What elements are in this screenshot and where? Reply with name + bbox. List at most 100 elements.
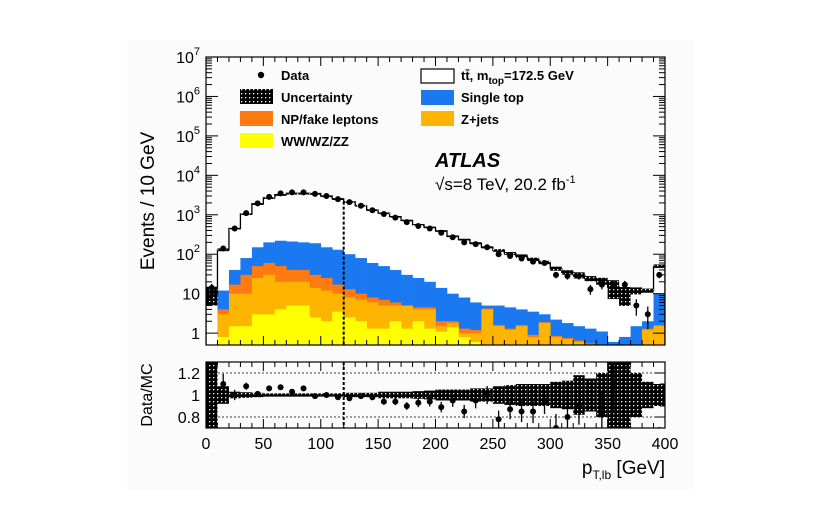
data-point	[472, 241, 479, 248]
x-tick-label: 150	[365, 436, 392, 453]
bar-zjets	[504, 330, 517, 345]
bar-ttbar	[538, 262, 551, 345]
data-point	[243, 210, 250, 217]
ratio-uncertainty-band	[458, 389, 470, 401]
bar-single-top	[630, 326, 643, 345]
bar-single-top	[469, 302, 482, 345]
data-point	[644, 311, 651, 318]
ratio-point	[323, 392, 330, 398]
bar-single-top	[653, 293, 665, 345]
bar-zjets	[320, 290, 333, 345]
data-point	[334, 196, 341, 203]
bar-diboson	[263, 314, 276, 345]
x-tick-label: 100	[307, 436, 334, 453]
ratio-uncertainty-band	[561, 380, 574, 410]
data-point	[426, 225, 433, 232]
bar-zjets	[228, 293, 241, 345]
bar-zjets	[573, 341, 585, 345]
bar-ttbar	[619, 294, 631, 345]
data-point	[575, 273, 582, 280]
atlas-label: ATLAS	[434, 150, 501, 172]
legend-uncertainty-label: Uncertainty	[281, 90, 353, 105]
x-tick-label: 350	[594, 436, 621, 453]
ratio-point	[277, 384, 284, 391]
ratio-point	[346, 395, 353, 402]
bar-zjets	[469, 333, 482, 345]
ratio-uncertainty-band	[274, 393, 287, 397]
ratio-uncertainty-band	[550, 381, 562, 409]
bar-diboson	[378, 328, 390, 345]
y-tick-label: 102	[176, 243, 200, 264]
x-tick-label: 250	[480, 436, 507, 453]
ratio-point	[289, 388, 296, 395]
bar-diboson	[366, 328, 379, 345]
legend-single-top-label: Single top	[461, 90, 524, 105]
ratio-point	[610, 381, 617, 387]
main-plot-area	[206, 189, 665, 345]
data-point	[369, 207, 376, 214]
uncertainty-band	[607, 280, 620, 300]
data-point	[220, 245, 227, 252]
ratio-point	[300, 385, 307, 392]
bar-single-top	[446, 293, 459, 345]
bar-diboson	[286, 305, 299, 345]
bar-zjets	[263, 274, 276, 345]
bar-ttbar	[458, 239, 471, 345]
energy-lumi-label: √s=8 TeV, 20.2 fb-1	[435, 174, 576, 194]
bar-ttbar	[561, 272, 574, 345]
ratio-point	[438, 404, 445, 411]
legend-uncertainty-swatch	[240, 89, 273, 104]
legend-zjets-swatch	[421, 111, 454, 126]
bar-ttbar	[584, 278, 597, 345]
bar-single-top	[458, 297, 471, 345]
ratio-point	[243, 383, 250, 390]
data-point	[380, 210, 387, 217]
bar-zjets	[538, 323, 551, 345]
y-tick-label: 10	[182, 287, 200, 304]
ratio-point	[484, 392, 491, 398]
x-tick-label: 300	[537, 436, 564, 453]
bar-single-top	[596, 331, 608, 345]
data-point	[392, 214, 399, 221]
data-point	[312, 190, 319, 197]
y-tick-label: 1	[191, 326, 200, 343]
bar-ttbar	[504, 253, 517, 345]
ratio-uncertainty-band	[584, 378, 597, 412]
data-point	[346, 199, 353, 206]
legend-diboson-swatch	[240, 133, 273, 148]
bar-single-top	[527, 311, 540, 345]
bar-ttbar	[206, 293, 218, 345]
bar-diboson	[251, 314, 264, 345]
ratio-point	[575, 403, 582, 409]
bar-zjets	[378, 305, 390, 345]
ratio-point	[472, 397, 479, 404]
data-point	[231, 225, 238, 232]
ratio-uncertainty-band	[435, 389, 447, 401]
ratio-y-tick-label: 1.2	[178, 366, 200, 383]
uncertainty-band	[492, 249, 505, 252]
ratio-point	[369, 394, 376, 401]
ratio-uncertainty-band	[515, 384, 528, 406]
ratio-point	[564, 414, 571, 420]
x-tick-label: 400	[652, 436, 679, 453]
data-point	[277, 190, 284, 197]
bar-single-top	[607, 341, 620, 345]
bar-zjets	[217, 314, 230, 345]
bar-ttbar	[469, 243, 482, 345]
bar-zjets	[309, 287, 322, 345]
y-tick-label: 106	[176, 85, 200, 106]
bar-np-fake	[584, 343, 597, 345]
bar-ttbar	[446, 236, 459, 345]
ratio-uncertainty-band	[378, 391, 390, 399]
y-tick-label: 105	[176, 125, 200, 146]
ratio-uncertainty-band	[240, 392, 252, 398]
ratio-uncertainty-band	[389, 391, 402, 399]
ratio-uncertainty-band	[263, 393, 275, 397]
data-point	[564, 273, 571, 280]
bar-diboson	[401, 328, 413, 345]
uncertainty-band	[550, 266, 562, 271]
bar-zjets	[527, 336, 540, 345]
data-point	[461, 239, 468, 246]
bar-single-top	[504, 307, 517, 345]
data-point	[541, 259, 548, 266]
